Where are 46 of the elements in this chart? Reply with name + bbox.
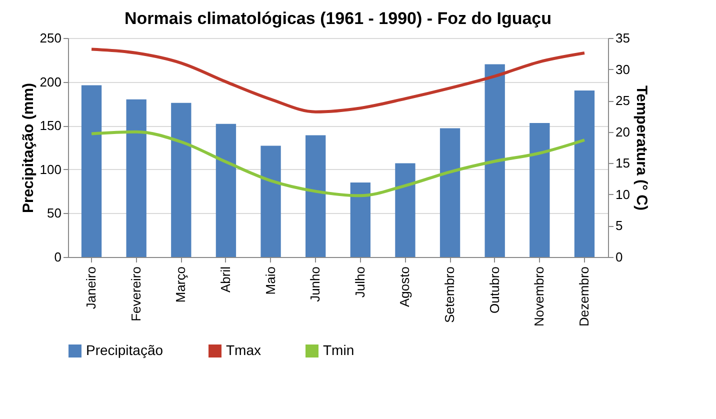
y2-tick-label: 10 [616, 186, 630, 202]
y-tick-label: 200 [40, 74, 62, 90]
line-series [90, 130, 586, 198]
legend-label: Tmax [226, 342, 261, 358]
x-tick-label: Setembro [442, 266, 458, 323]
x-tick-label: Março [173, 266, 188, 303]
bar [395, 163, 416, 257]
x-tick-label: Novembro [532, 266, 547, 326]
bar [350, 182, 370, 257]
bar [440, 128, 460, 257]
bar [171, 102, 192, 257]
legend-label: Tmin [323, 342, 354, 358]
bar [574, 90, 595, 257]
y2-axis-title: Temperatura (° C) [632, 86, 650, 210]
y-axis-title: Precipitação (mm) [20, 82, 37, 214]
y-tick-label: 50 [47, 206, 62, 221]
chart-title: Normais climatológicas (1961 - 1990) - Foz do Iguaçu [124, 9, 552, 28]
bar [260, 146, 281, 257]
y2-tick-label: 20 [616, 124, 630, 140]
y2-tick-label: 0 [616, 250, 623, 264]
y2-tick-label: 25 [616, 93, 630, 108]
x-tick-label: Fevereiro [128, 266, 144, 322]
x-tick-label: Abril [218, 266, 233, 293]
x-tick-label: Junho [308, 266, 323, 302]
x-tick-label: Dezembro [576, 266, 592, 326]
y2-tick-label: 15 [616, 156, 630, 171]
bar [126, 99, 146, 257]
y2-tick-label: 30 [616, 62, 630, 77]
y2-tick-label: 5 [616, 218, 623, 234]
line-series [90, 48, 586, 114]
x-tick-label: Janeiro [84, 266, 99, 310]
y-tick-label: 150 [40, 118, 62, 134]
x-tick-label: Maio [262, 266, 278, 295]
bar [216, 124, 236, 257]
x-tick-label: Julho [352, 266, 368, 298]
x-tick-label: Outubro [486, 266, 502, 314]
bar [530, 122, 550, 257]
y-tick-label: 250 [40, 30, 62, 46]
bar [81, 85, 102, 257]
y-tick-label: 100 [40, 162, 62, 177]
x-tick-label: Agosto [397, 266, 412, 307]
y-tick-label: 0 [54, 250, 62, 264]
bar [484, 64, 505, 257]
y2-tick-label: 35 [616, 30, 630, 46]
bar [306, 135, 326, 257]
legend-label: Precipitação [86, 342, 164, 358]
